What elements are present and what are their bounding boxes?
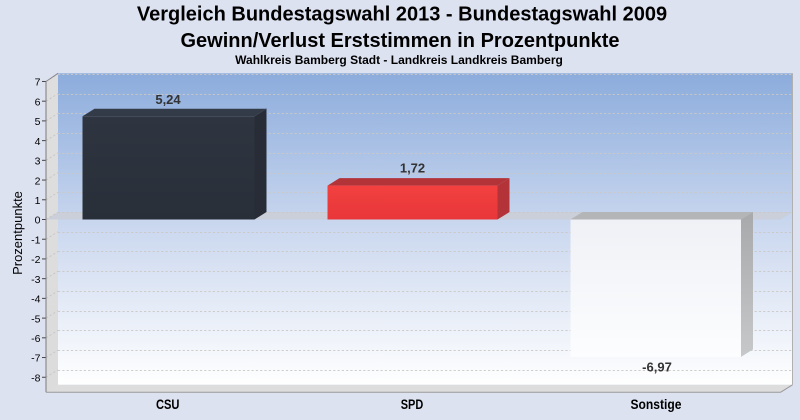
svg-text:-2: -2 bbox=[31, 254, 40, 266]
svg-text:-5: -5 bbox=[31, 313, 40, 325]
svg-text:Vergleich Bundestagswahl 2013: Vergleich Bundestagswahl 2013 - Bundesta… bbox=[137, 4, 667, 26]
svg-text:1,72: 1,72 bbox=[400, 161, 425, 176]
svg-text:-6: -6 bbox=[31, 333, 40, 345]
svg-text:Gewinn/Verlust Erststimmen in: Gewinn/Verlust Erststimmen in Prozentpun… bbox=[181, 30, 620, 52]
svg-text:3: 3 bbox=[35, 156, 41, 168]
svg-text:-6,97: -6,97 bbox=[642, 360, 672, 375]
svg-text:5: 5 bbox=[35, 116, 41, 128]
svg-text:1: 1 bbox=[35, 195, 41, 207]
svg-text:SPD: SPD bbox=[401, 397, 424, 412]
svg-text:Wahlkreis Bamberg Stadt - Land: Wahlkreis Bamberg Stadt - Landkreis Land… bbox=[235, 53, 563, 67]
svg-text:-7: -7 bbox=[31, 353, 40, 365]
svg-text:5,24: 5,24 bbox=[155, 92, 181, 107]
svg-text:Prozentpunkte: Prozentpunkte bbox=[10, 191, 25, 275]
svg-text:6: 6 bbox=[35, 96, 41, 108]
svg-text:-1: -1 bbox=[31, 234, 40, 246]
svg-text:-4: -4 bbox=[31, 294, 40, 306]
svg-text:0: 0 bbox=[35, 215, 41, 227]
svg-text:Sonstige: Sonstige bbox=[631, 397, 682, 412]
svg-text:CSU: CSU bbox=[156, 397, 180, 412]
svg-text:-8: -8 bbox=[31, 372, 40, 384]
svg-text:4: 4 bbox=[35, 136, 41, 148]
svg-text:-3: -3 bbox=[31, 274, 40, 286]
svg-text:7: 7 bbox=[35, 77, 41, 89]
svg-text:2: 2 bbox=[35, 175, 41, 187]
